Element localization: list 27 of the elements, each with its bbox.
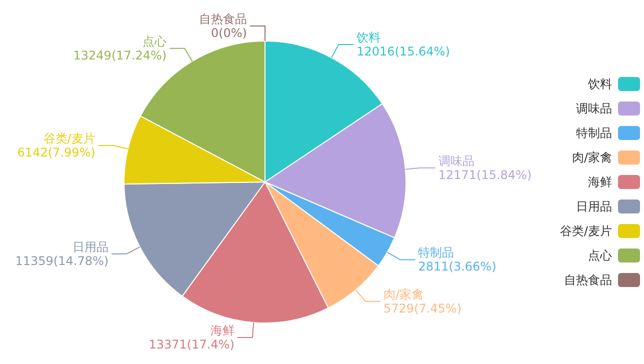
slice-label: 肉/家禽 [384,287,424,302]
legend-label: 点心 [588,248,612,262]
legend-label: 特制品 [576,126,612,140]
slice-label: 特制品 [418,246,454,260]
slice-label: 点心 [142,34,167,48]
legend-label: 日用品 [576,200,612,214]
legend-label: 肉/家禽 [572,150,612,164]
data-label: 5729(7.45%) [384,301,462,316]
legend-label: 调味品 [576,102,612,116]
slice-label: 饮料 [356,30,381,44]
pie-slice [264,182,379,308]
data-label: 11359(14.78%) [15,254,109,268]
data-label: 13371(17.4%) [148,337,234,352]
slice-label: 调味品 [438,154,474,168]
data-label: 13249(17.24%) [73,48,167,62]
legend-label: 自热食品 [564,273,612,287]
data-label: 12171(15.84%) [438,168,532,182]
legend-label: 饮料 [587,77,612,91]
data-label: 6142(7.99%) [17,145,96,160]
data-label: 12016(15.64%) [356,44,450,58]
legend-label: 海鲜 [588,175,612,189]
slice-label: 海鲜 [210,323,234,338]
slice-label: 谷类/麦片 [43,131,96,146]
slice-label: 日用品 [72,240,109,254]
slice: 自热食品 0(0%) [199,12,266,42]
data-label: 2811(3.66%) [418,260,496,274]
legend-label: 谷类/麦片 [560,224,612,238]
